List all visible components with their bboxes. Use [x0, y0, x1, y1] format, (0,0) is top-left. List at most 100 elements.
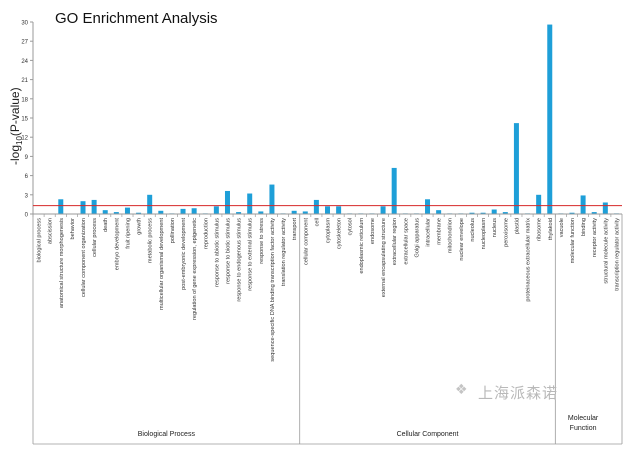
- x-tick-label: nucleus: [492, 218, 498, 237]
- x-tick-label: ribosome: [537, 218, 543, 241]
- x-tick-label: growth: [137, 218, 143, 235]
- bar: [80, 201, 86, 214]
- chart-title: GO Enrichment Analysis: [55, 10, 218, 27]
- x-tick-label: receptor activity: [592, 218, 598, 257]
- x-tick-label: anatomical structure morphogenesis: [59, 218, 65, 308]
- y-tick-label: 0: [25, 213, 29, 219]
- bar: [113, 212, 119, 214]
- x-tick-label: transcription regulator activity: [614, 218, 620, 291]
- bar: [258, 211, 264, 214]
- x-tick-label: response to biotic stimulus: [225, 218, 231, 284]
- x-tick-label: biological process: [37, 218, 43, 263]
- x-tick-label: endosome: [370, 218, 376, 244]
- group-label: Molecular Function: [568, 415, 599, 432]
- bar: [591, 212, 597, 214]
- x-tick-label: cellular component: [303, 218, 309, 265]
- bar: [158, 210, 164, 214]
- x-tick-label: reproduction: [203, 218, 209, 249]
- x-tick-label: post-embryonic development: [181, 218, 187, 290]
- x-tick-label: vacuole: [559, 218, 565, 237]
- x-tick-label: nuclear envelope: [459, 218, 465, 261]
- x-tick-label: sequence-specific DNA binding transcript…: [270, 218, 276, 362]
- x-tick-label: response to abiotic stimulus: [214, 218, 220, 287]
- x-tick-label: cytosol: [348, 218, 354, 235]
- bar: [136, 212, 142, 214]
- y-tick-label: 21: [21, 78, 28, 84]
- x-tick-label: translation regulator activity: [281, 218, 287, 286]
- y-tick-label: 9: [25, 155, 29, 161]
- y-tick-label: 3: [25, 193, 29, 199]
- x-tick-label: extracellular space: [403, 218, 409, 265]
- y-tick-label: 24: [21, 59, 28, 65]
- bar: [58, 199, 64, 214]
- x-tick-label: intracellular: [426, 218, 432, 247]
- x-tick-label: proteinaceous extracellular matrix: [526, 218, 532, 302]
- x-tick-label: extracellular region: [392, 218, 398, 265]
- bar: [124, 207, 130, 214]
- x-tick-label: transport: [292, 218, 298, 241]
- group-label-word: Molecular: [568, 415, 599, 422]
- x-tick-label: cellular process: [92, 218, 98, 257]
- bar: [147, 194, 153, 214]
- y-tick-label: 27: [21, 40, 28, 46]
- x-tick-label: death: [103, 218, 109, 232]
- x-tick-label: peroxisome: [503, 218, 509, 247]
- x-tick-label: response to stress: [259, 218, 265, 264]
- bar: [336, 206, 342, 214]
- x-tick-label: structural molecule activity: [603, 218, 609, 284]
- bar: [224, 190, 230, 214]
- bar: [513, 123, 519, 214]
- bar: [213, 206, 219, 214]
- wechat-icon: ❖: [455, 382, 468, 398]
- x-tick-label: nucleoplasm: [481, 218, 487, 250]
- bar: [236, 212, 242, 214]
- x-tick-label: binding: [581, 218, 587, 236]
- bar: [469, 212, 475, 214]
- x-tick-label: cellular component organization: [81, 218, 87, 297]
- x-tick-label: response to endogenous stimulus: [237, 218, 243, 302]
- x-tick-label: metabolic process: [148, 218, 154, 263]
- x-tick-label: embryo development: [114, 218, 120, 271]
- x-tick-label: membrane: [437, 218, 443, 245]
- bar: [91, 199, 97, 214]
- bar: [380, 206, 386, 214]
- y-tick-label: 6: [25, 174, 29, 180]
- bar: [547, 24, 553, 215]
- y-tick-label: 18: [21, 97, 28, 103]
- bar: [502, 212, 508, 214]
- x-tick-label: cytoplasm: [326, 218, 332, 244]
- x-tick-label: endoplasmic reticulum: [359, 218, 365, 274]
- x-tick-label: regulation of gene expression, epigeneti…: [192, 218, 198, 320]
- bar: [391, 167, 397, 214]
- bar: [324, 206, 331, 214]
- x-tick-label: abscission: [48, 218, 54, 244]
- bar: [580, 195, 586, 214]
- x-tick-label: Golgi apparatus: [414, 218, 420, 258]
- bar: [602, 202, 608, 214]
- bar: [480, 212, 486, 214]
- bar: [569, 212, 575, 214]
- group-label-word: Function: [570, 425, 597, 432]
- y-tick-label: 15: [21, 117, 28, 123]
- x-tick-label: behavior: [70, 218, 76, 240]
- y-tick-label: 30: [21, 21, 28, 27]
- bar: [425, 199, 431, 214]
- bar: [180, 208, 186, 214]
- x-tick-label: fruit ripening: [125, 218, 131, 249]
- x-tick-label: cell: [314, 218, 320, 226]
- x-tick-label: pollination: [170, 218, 176, 243]
- bar: [191, 208, 197, 214]
- x-tick-label: thylakoid: [548, 218, 554, 240]
- x-tick-label: mitochondrion: [448, 218, 454, 253]
- bar: [247, 193, 253, 214]
- x-tick-label: molecular function: [570, 218, 576, 263]
- bar: [436, 210, 442, 214]
- group-label: Biological Process: [138, 431, 196, 438]
- x-tick-label: external encapsulating structure: [381, 218, 387, 297]
- bar: [313, 199, 319, 214]
- x-tick-label: plastid: [514, 218, 520, 234]
- x-tick-label: multicellular organismal development: [159, 218, 165, 310]
- watermark-text: 上海派森诺: [478, 384, 559, 402]
